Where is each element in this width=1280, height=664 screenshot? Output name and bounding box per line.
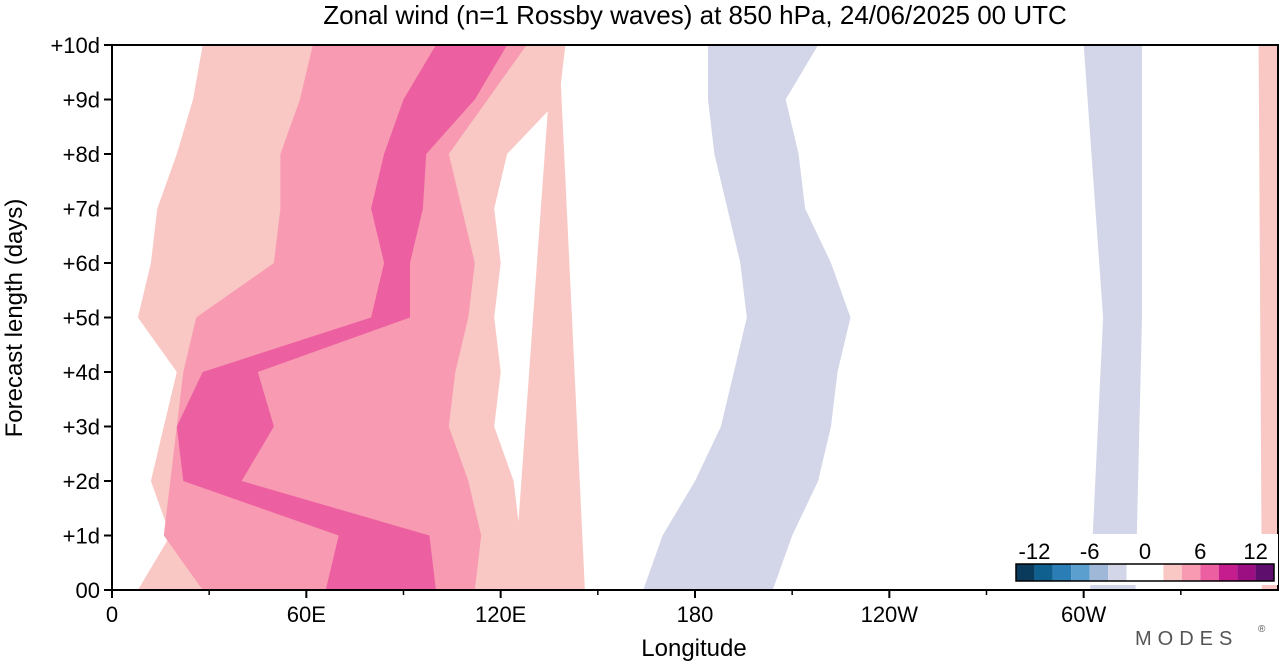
- shaded-region-6: [643, 45, 851, 590]
- modes-logo: MODES: [1135, 628, 1238, 650]
- plot-area: [111, 44, 1279, 591]
- y-axis-label: Forecast length (days): [1, 199, 28, 438]
- colorbar-label: 0: [1139, 539, 1151, 564]
- colorbar-swatch: [1145, 564, 1164, 581]
- colorbar-swatch: [1163, 564, 1182, 581]
- y-tick-label: +4d: [63, 360, 100, 385]
- y-tick-label: 00: [76, 578, 100, 603]
- y-tick-label: +2d: [63, 469, 100, 494]
- colorbar-swatch: [1089, 564, 1109, 581]
- shaded-region-8: [1083, 45, 1142, 590]
- colorbar-swatch: [1200, 564, 1219, 581]
- x-tick-label: 0: [106, 602, 118, 627]
- colorbar-swatch: [1255, 564, 1274, 581]
- colorbar-label: -12: [1019, 539, 1051, 564]
- y-tick-label: +7d: [63, 197, 100, 222]
- chart-title: Zonal wind (n=1 Rossby waves) at 850 hPa…: [323, 0, 1067, 30]
- x-tick-label: 120E: [475, 602, 526, 627]
- y-tick-label: +8d: [63, 142, 100, 167]
- colorbar-label: 12: [1243, 539, 1267, 564]
- y-tick-label: +6d: [63, 251, 100, 276]
- colorbar-swatch: [1237, 564, 1256, 581]
- colorbar-swatch: [1016, 564, 1035, 581]
- colorbar-swatch: [1071, 564, 1090, 581]
- x-tick-label: 180: [677, 602, 714, 627]
- colorbar-swatch: [1126, 564, 1145, 581]
- shaded-region-4: [513, 45, 585, 590]
- colorbar-swatch: [1108, 564, 1127, 581]
- colorbar-label: 6: [1194, 539, 1206, 564]
- y-tick-label: +10d: [50, 33, 100, 58]
- x-tick-label: 120W: [861, 602, 919, 627]
- colorbar-swatch: [1181, 564, 1201, 581]
- colorbar-swatch: [1052, 564, 1072, 581]
- colorbar-label: -6: [1080, 539, 1100, 564]
- colorbar-swatch: [1218, 564, 1238, 581]
- y-tick-label: +3d: [63, 415, 100, 440]
- x-tick-label: 60E: [287, 602, 326, 627]
- y-tick-label: +1d: [63, 524, 100, 549]
- x-tick-label: 60W: [1061, 602, 1106, 627]
- x-axis-label: Longitude: [641, 635, 746, 662]
- colorbar: -12 -6 0 6 12: [1012, 534, 1278, 585]
- shaded-region-2: [176, 45, 508, 590]
- colorbar-frame: [1015, 563, 1275, 582]
- y-tick-label: +5d: [63, 306, 100, 331]
- colorbar-swatch: [1034, 564, 1053, 581]
- registered-mark-icon: ®: [1258, 624, 1266, 635]
- y-tick-label: +9d: [63, 88, 100, 113]
- shaded-region-10: [1258, 45, 1278, 590]
